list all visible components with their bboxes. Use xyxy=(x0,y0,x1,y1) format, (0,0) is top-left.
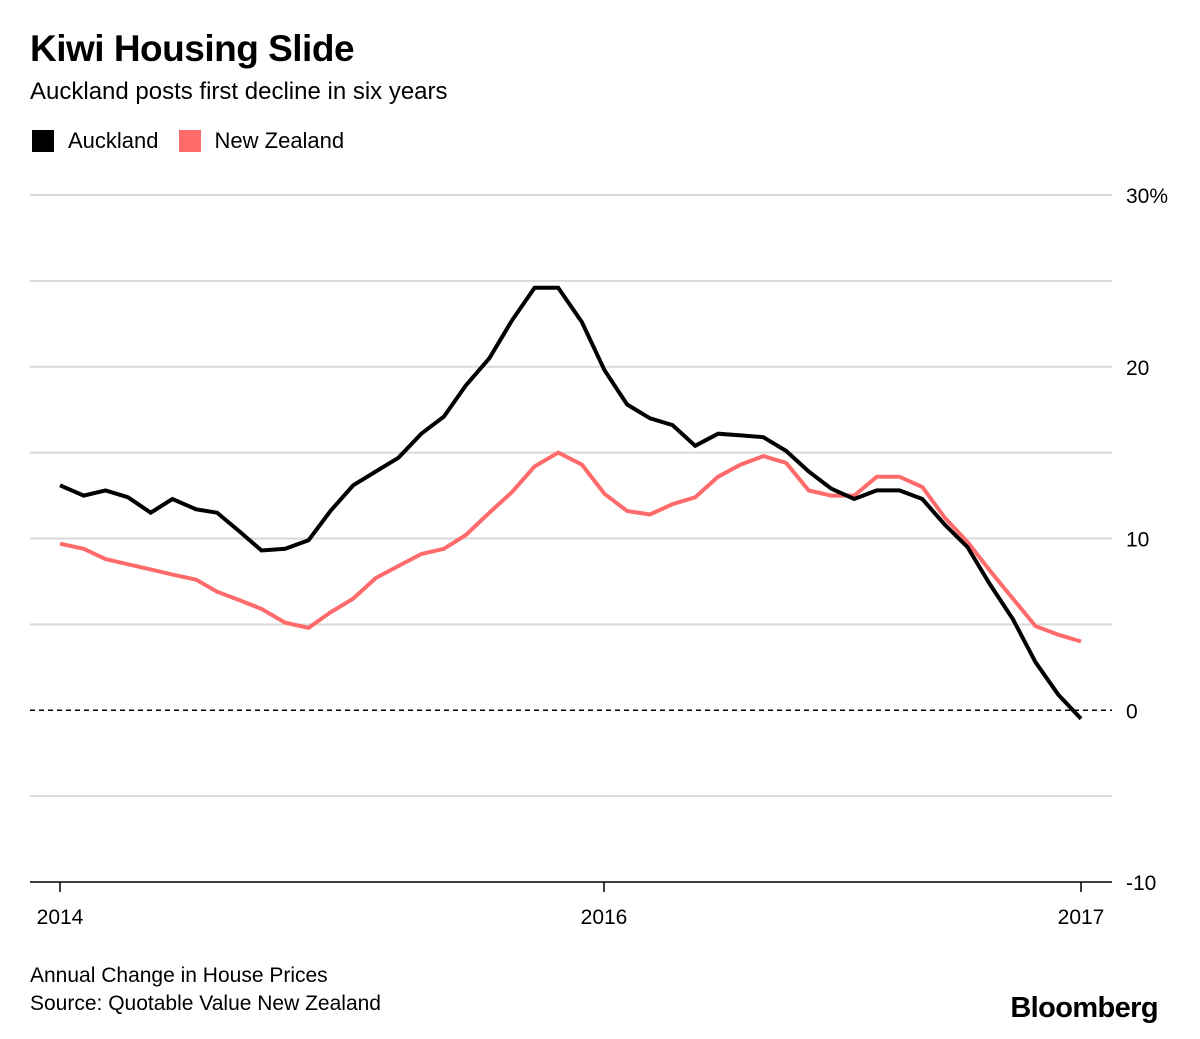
series-line-auckland xyxy=(59,285,1083,721)
legend-label-auckland: Auckland xyxy=(68,128,159,153)
legend: Auckland New Zealand xyxy=(32,128,364,154)
x-tick-label: 2016 xyxy=(581,906,628,929)
y-tick-label: 10 xyxy=(1126,529,1149,552)
legend-item-auckland: Auckland xyxy=(32,128,159,154)
legend-swatch-new-zealand xyxy=(178,130,201,152)
legend-swatch-auckland xyxy=(32,130,54,152)
footer-source: Source: Quotable Value New Zealand xyxy=(30,992,381,1015)
y-tick-label: 30% xyxy=(1126,185,1168,208)
bloomberg-logo: Bloomberg xyxy=(1010,992,1158,1024)
y-tick-label: 20 xyxy=(1126,357,1149,380)
x-tick-label: 2014 xyxy=(37,906,84,929)
chart-title: Kiwi Housing Slide xyxy=(30,28,355,69)
x-tick-label: 2017 xyxy=(1058,906,1105,929)
legend-label-new-zealand: New Zealand xyxy=(214,128,345,153)
footer-note: Annual Change in House Prices xyxy=(30,964,328,987)
y-tick-label: -10 xyxy=(1126,872,1156,895)
y-tick-label: 0 xyxy=(1126,700,1138,723)
series-line-new-zealand xyxy=(59,450,1082,644)
chart-subtitle: Auckland posts first decline in six year… xyxy=(30,78,448,105)
legend-item-new-zealand: New Zealand xyxy=(178,128,345,154)
